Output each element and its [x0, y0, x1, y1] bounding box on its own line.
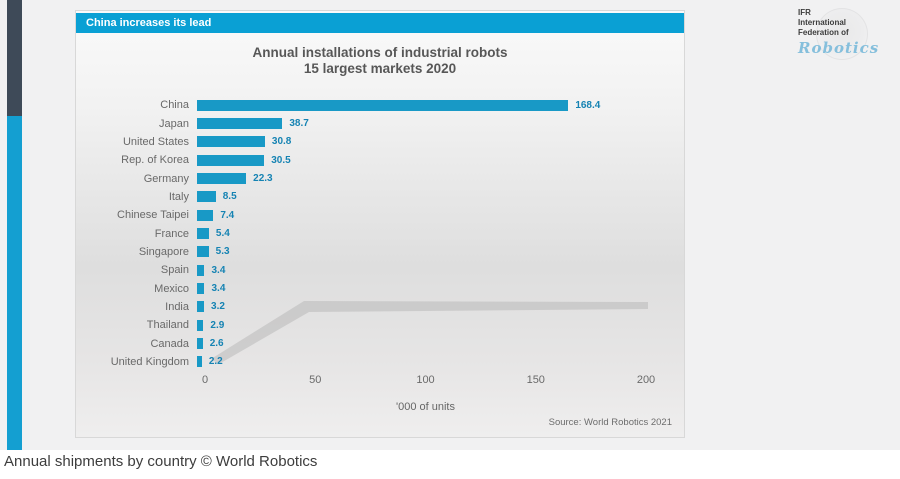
headline-band-label: China increases its lead — [86, 17, 212, 29]
value-label: 5.3 — [215, 246, 230, 258]
left-stripe-dark — [7, 0, 22, 116]
bar — [197, 173, 247, 185]
value-label: 30.8 — [271, 136, 292, 148]
value-label: 22.3 — [253, 173, 273, 185]
category-label: Rep. of Korea — [121, 154, 189, 167]
category-label: Singapore — [138, 245, 189, 258]
category-label: Thailand — [146, 319, 189, 332]
logo-line1: IFR — [798, 8, 811, 17]
value-label: 5.4 — [215, 228, 230, 240]
chart-title-line2: 15 largest markets 2020 — [303, 61, 457, 76]
globe-icon — [816, 8, 868, 60]
x-axis-tick: 150 — [526, 374, 545, 386]
bar — [197, 319, 204, 331]
x-axis-label: '000 of units — [396, 401, 455, 413]
bar-rows: China 168.4 Japan 38.7 United States 30.8 Rep.… — [76, 96, 684, 371]
value-label: 8.5 — [222, 191, 237, 203]
category-label: Chinese Taipei — [117, 209, 189, 222]
chart-row: India 3.2 — [76, 298, 684, 316]
bar — [197, 191, 216, 203]
x-axis-tick: 0 — [201, 374, 209, 386]
logo-line3: Federation of — [798, 28, 849, 37]
value-label: 168.4 — [575, 99, 601, 111]
bar — [197, 118, 283, 130]
bar — [197, 209, 214, 221]
chart-row: Mexico 3.4 — [76, 279, 684, 297]
chart-row: Chinese Taipei 7.4 — [76, 206, 684, 224]
chart-row: Spain 3.4 — [76, 261, 684, 279]
value-label: 3.2 — [211, 301, 225, 313]
chart-row: Thailand 2.9 — [76, 316, 684, 334]
headline-band: China increases its lead — [76, 13, 684, 33]
bar — [197, 356, 202, 368]
value-label: 3.4 — [211, 264, 226, 276]
chart-row: Singapore 5.3 — [76, 243, 684, 261]
chart-title: Annual installations of industrial robot… — [76, 45, 684, 77]
category-label: Mexico — [154, 282, 189, 295]
category-label: United Kingdom — [110, 355, 189, 368]
category-label: China — [160, 99, 189, 112]
chart-row: Germany 22.3 — [76, 169, 684, 187]
logo-line2: International — [798, 18, 847, 27]
chart-row: Rep. of Korea 30.5 — [76, 151, 684, 169]
value-label: 38.7 — [289, 118, 309, 130]
value-label: 7.4 — [220, 209, 235, 221]
bar — [197, 136, 265, 148]
chart-row: Canada 2.6 — [76, 334, 684, 352]
bottom-caption: Annual shipments by country © World Robo… — [4, 453, 318, 470]
x-axis: 0 50 100 150 200 — [201, 374, 655, 388]
value-label: 3.4 — [211, 283, 226, 295]
x-axis-tick: 50 — [309, 374, 322, 386]
category-label: Canada — [150, 337, 189, 350]
chart-row: United States 30.8 — [76, 133, 684, 151]
chart-title-line1: Annual installations of industrial robot… — [252, 45, 508, 60]
chart-row: France 5.4 — [76, 224, 684, 242]
category-label: Spain — [160, 264, 189, 277]
chart-row: Japan 38.7 — [76, 114, 684, 132]
bar — [197, 338, 203, 350]
left-stripe-blue — [7, 116, 22, 450]
value-label: 2.9 — [210, 319, 225, 331]
category-label: Japan — [159, 117, 189, 130]
value-label: 2.6 — [209, 338, 224, 350]
category-label: France — [154, 227, 189, 240]
bar — [197, 246, 209, 258]
bar — [197, 283, 205, 295]
bar — [197, 301, 205, 313]
category-label: India — [165, 300, 189, 313]
logo-script-robotics: Robotics — [798, 39, 880, 57]
chart-panel: China increases its lead Annual installa… — [75, 10, 685, 438]
ifr-logo: IFR International Federation of Robotics — [798, 8, 890, 60]
x-axis-tick: 200 — [636, 374, 656, 386]
value-label: 30.5 — [271, 154, 291, 166]
bar — [197, 99, 569, 111]
category-label: Italy — [168, 190, 189, 203]
bar — [197, 154, 265, 166]
value-label: 2.2 — [208, 356, 223, 368]
bar — [197, 228, 209, 240]
x-axis-tick: 100 — [416, 374, 435, 386]
category-label: United States — [122, 135, 189, 148]
chart-row: Italy 8.5 — [76, 188, 684, 206]
bar — [197, 264, 205, 276]
source-note: Source: World Robotics 2021 — [548, 417, 672, 428]
chart-row: United Kingdom 2.2 — [76, 353, 684, 371]
chart-row: China 168.4 — [76, 96, 684, 114]
category-label: Germany — [143, 172, 189, 185]
